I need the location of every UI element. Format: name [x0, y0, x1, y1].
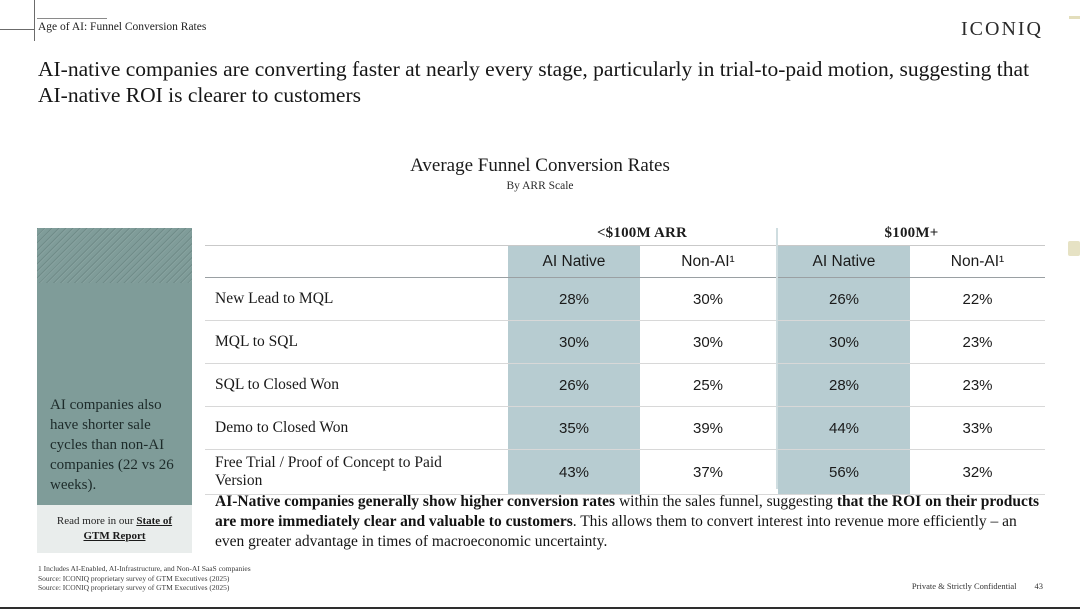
row-label: MQL to SQL — [215, 333, 298, 351]
callout-text: AI companies also have shorter sale cycl… — [50, 396, 174, 493]
cell-value: 28% — [508, 278, 640, 320]
breadcrumb: Age of AI: Funnel Conversion Rates — [38, 21, 207, 33]
row-label: Demo to Closed Won — [215, 419, 349, 437]
cell-value: 33% — [962, 419, 993, 437]
chart-header: Average Funnel Conversion Rates By ARR S… — [300, 155, 780, 192]
cell-value: 23% — [962, 333, 993, 351]
cell-value: 37% — [692, 463, 724, 481]
cell-value: 35% — [508, 407, 640, 449]
cell-value: 43% — [508, 450, 640, 494]
takeaway-segment: AI-Native companies generally show highe… — [215, 493, 616, 510]
cell-value: 22% — [962, 290, 993, 308]
row-label: Free Trial / Proof of Concept to Paid Ve… — [215, 454, 442, 489]
cell-value: 28% — [778, 364, 910, 406]
footnote: Source: ICONIQ proprietary survey of GTM… — [38, 583, 230, 592]
deco-mark-icon — [1068, 241, 1080, 256]
table-row: SQL to Closed Won 26% 25% 28% 23% — [205, 364, 1045, 407]
readmore-box: Read more in our State of GTM Report — [37, 505, 192, 553]
group-divider — [776, 228, 778, 489]
table-row: Demo to Closed Won 35% 39% 44% 33% — [205, 407, 1045, 450]
row-label: New Lead to MQL — [215, 290, 334, 308]
footer: Private & Strictly Confidential 43 — [912, 581, 1043, 591]
takeaway-paragraph: AI-Native companies generally show highe… — [215, 492, 1047, 552]
cell-value: 30% — [692, 333, 724, 351]
cell-value: 44% — [778, 407, 910, 449]
deco-dash-icon — [1069, 16, 1080, 19]
cell-value: 32% — [962, 463, 993, 481]
readmore-text: Read more in our State of GTM Report — [45, 514, 184, 545]
cell-value: 39% — [692, 419, 724, 437]
cell-value: 30% — [692, 290, 724, 308]
table-row: New Lead to MQL 28% 30% 26% 22% — [205, 278, 1045, 321]
group-header-100m-plus: $100M+ — [884, 225, 939, 241]
callout-box: AI companies also have shorter sale cycl… — [37, 228, 192, 505]
bottom-edge-line — [0, 607, 1080, 609]
page-number: 43 — [1034, 581, 1044, 591]
group-header-under-100m: <$100M ARR — [596, 225, 688, 241]
cell-value: 25% — [692, 376, 724, 394]
takeaway-segment: within the sales funnel, suggesting — [615, 493, 837, 510]
cell-value: 26% — [508, 364, 640, 406]
sidebar-callout: AI companies also have shorter sale cycl… — [37, 228, 192, 553]
col-header-ai-native-2: AI Native — [778, 245, 910, 277]
footnotes: 1 Includes AI-Enabled, AI-Infrastructure… — [38, 564, 251, 593]
col-header-ai-native-1: AI Native — [508, 245, 640, 277]
column-group-row: <$100M ARR $100M+ — [205, 222, 1045, 245]
crop-mark-horizontal — [0, 29, 34, 30]
cell-value: 30% — [508, 321, 640, 363]
eyebrow-underline — [37, 18, 107, 19]
funnel-conversion-table: <$100M ARR $100M+ AI Native Non-AI¹ AI N… — [205, 222, 1045, 495]
gtm-report-link[interactable]: State of GTM Report — [83, 514, 173, 542]
table-row: MQL to SQL 30% 30% 30% 23% — [205, 321, 1045, 364]
takeaway-segment: . This allows them to convert interest i… — [215, 513, 1017, 551]
crop-mark-vertical — [34, 0, 35, 41]
table-row: Free Trial / Proof of Concept to Paid Ve… — [205, 450, 1045, 495]
footnote: 1 Includes AI-Enabled, AI-Infrastructure… — [38, 564, 251, 573]
chart-title: Average Funnel Conversion Rates — [410, 155, 670, 176]
footnote: Source: ICONIQ proprietary survey of GTM… — [38, 573, 230, 583]
takeaway-segment: that the ROI on their products are more … — [215, 493, 1040, 531]
page-title: AI-native companies are converting faste… — [38, 57, 1030, 108]
column-header-row: AI Native Non-AI¹ AI Native Non-AI¹ — [205, 245, 1045, 278]
hatch-pattern — [37, 228, 192, 283]
col-header-non-ai-1: Non-AI¹ — [640, 245, 776, 277]
col-header-non-ai-2: Non-AI¹ — [910, 245, 1045, 277]
cell-value: 26% — [778, 278, 910, 320]
chart-subtitle: By ARR Scale — [506, 180, 574, 192]
cell-value: 56% — [778, 450, 910, 494]
row-label: SQL to Closed Won — [215, 376, 340, 394]
cell-value: 30% — [778, 321, 910, 363]
confidential-label: Private & Strictly Confidential — [911, 581, 1017, 591]
cell-value: 23% — [962, 376, 993, 394]
iconiq-logo: ICONIQ — [961, 18, 1043, 40]
readmore-prefix: Read more in our — [56, 514, 137, 527]
header-spacer — [205, 245, 508, 277]
